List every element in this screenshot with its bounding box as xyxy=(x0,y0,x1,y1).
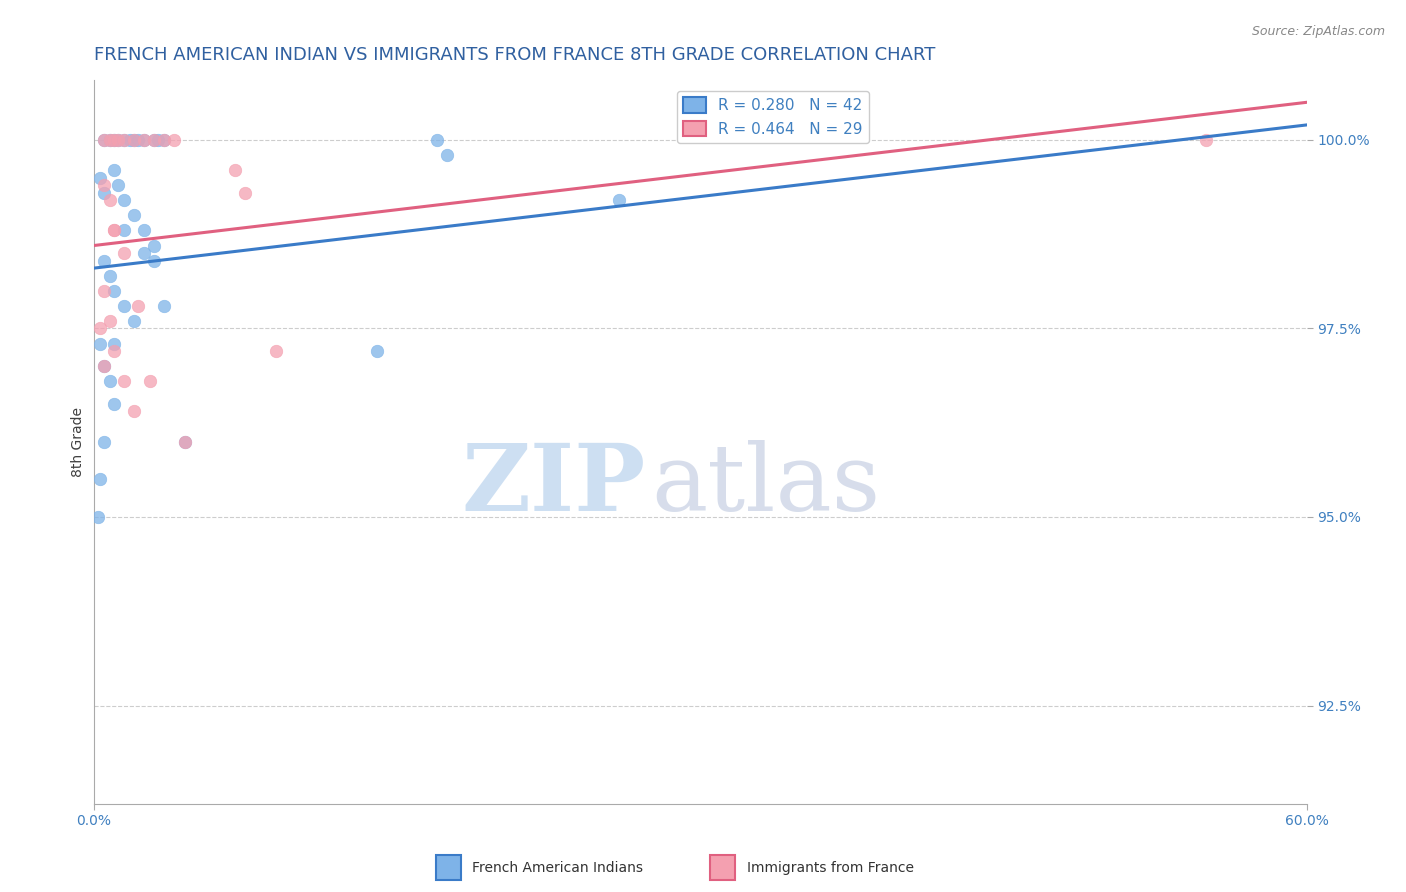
Point xyxy=(134,223,156,237)
Text: French American Indians: French American Indians xyxy=(472,861,644,875)
Text: ZIP: ZIP xyxy=(461,440,645,530)
Point xyxy=(107,133,129,147)
Point xyxy=(426,133,449,147)
Point xyxy=(93,284,115,298)
Point xyxy=(93,253,115,268)
Point xyxy=(93,178,115,193)
Point xyxy=(98,268,121,283)
Point xyxy=(98,194,121,208)
Point xyxy=(1195,133,1218,147)
Point xyxy=(112,374,135,388)
Point xyxy=(89,472,111,486)
Point xyxy=(143,238,166,252)
Point xyxy=(143,133,166,147)
Text: Source: ZipAtlas.com: Source: ZipAtlas.com xyxy=(1251,25,1385,38)
Point xyxy=(93,133,115,147)
Point xyxy=(107,133,129,147)
Point xyxy=(118,133,141,147)
Point xyxy=(103,336,125,351)
Text: FRENCH AMERICAN INDIAN VS IMMIGRANTS FROM FRANCE 8TH GRADE CORRELATION CHART: FRENCH AMERICAN INDIAN VS IMMIGRANTS FRO… xyxy=(94,46,935,64)
Point xyxy=(103,284,125,298)
Point xyxy=(112,133,135,147)
Point xyxy=(366,344,388,359)
Point xyxy=(134,246,156,260)
Point xyxy=(436,148,458,162)
Point xyxy=(103,163,125,178)
Point xyxy=(112,133,135,147)
Point xyxy=(93,359,115,374)
Point xyxy=(143,133,166,147)
Point xyxy=(89,321,111,335)
Point xyxy=(103,223,125,237)
Point xyxy=(264,344,287,359)
Point xyxy=(103,397,125,411)
Point xyxy=(112,194,135,208)
Point xyxy=(122,133,145,147)
Point xyxy=(127,133,149,147)
Point xyxy=(98,314,121,328)
Point xyxy=(93,359,115,374)
Point xyxy=(153,133,176,147)
Text: atlas: atlas xyxy=(652,440,882,530)
Point xyxy=(103,344,125,359)
Point xyxy=(98,374,121,388)
Point xyxy=(103,133,125,147)
Point xyxy=(153,299,176,313)
Point xyxy=(224,163,246,178)
Point xyxy=(86,510,108,524)
Point xyxy=(122,404,145,418)
Point xyxy=(112,299,135,313)
Point xyxy=(134,133,156,147)
Point xyxy=(107,178,129,193)
Point xyxy=(143,253,166,268)
Point xyxy=(103,223,125,237)
Point xyxy=(103,133,125,147)
Point xyxy=(112,223,135,237)
Point xyxy=(98,133,121,147)
Point xyxy=(89,336,111,351)
Point xyxy=(233,186,256,200)
Point xyxy=(139,374,162,388)
Y-axis label: 8th Grade: 8th Grade xyxy=(72,407,86,476)
Text: Immigrants from France: Immigrants from France xyxy=(747,861,914,875)
Point xyxy=(93,434,115,449)
Legend: R = 0.280   N = 42, R = 0.464   N = 29: R = 0.280 N = 42, R = 0.464 N = 29 xyxy=(678,91,869,143)
Point xyxy=(98,133,121,147)
Point xyxy=(122,314,145,328)
Point xyxy=(607,194,630,208)
Point xyxy=(173,434,195,449)
Point xyxy=(127,299,149,313)
Point xyxy=(112,246,135,260)
Point xyxy=(173,434,195,449)
Point xyxy=(93,133,115,147)
Point xyxy=(89,170,111,185)
Point xyxy=(122,208,145,222)
Point xyxy=(134,133,156,147)
Point xyxy=(148,133,170,147)
Point xyxy=(163,133,186,147)
Point xyxy=(93,186,115,200)
Point xyxy=(153,133,176,147)
Point xyxy=(122,133,145,147)
